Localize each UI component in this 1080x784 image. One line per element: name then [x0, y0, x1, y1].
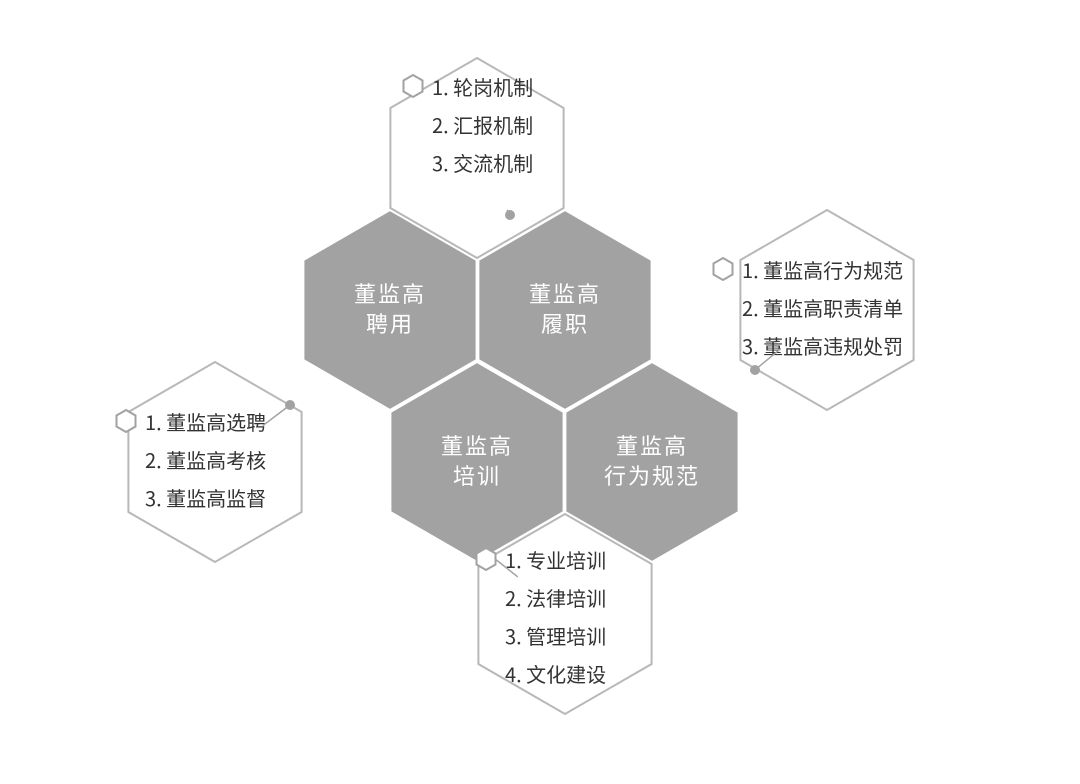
list-item: 2. 董监高考核 — [145, 445, 266, 474]
list-item: 3. 董监高违规处罚 — [742, 331, 903, 360]
list-right: 1. 董监高行为规范 2. 董监高职责清单 3. 董监高违规处罚 — [742, 255, 903, 360]
list-top: 1. 轮岗机制 2. 汇报机制 3. 交流机制 — [432, 72, 533, 177]
list-item: 3. 交流机制 — [432, 148, 533, 177]
list-item: 4. 文化建设 — [505, 659, 606, 688]
hex-label-line2: 行为规范 — [604, 459, 700, 491]
hex-label-line2: 履职 — [541, 307, 589, 339]
list-item: 1. 轮岗机制 — [432, 72, 533, 101]
hex-label-line2: 聘用 — [366, 307, 414, 339]
hex-label-line1: 董监高 — [441, 429, 513, 461]
hex-bullet-icon — [404, 75, 423, 97]
list-item: 1. 董监高行为规范 — [742, 255, 903, 284]
hex-bullet-icon — [714, 258, 733, 280]
connector-dot — [750, 365, 760, 375]
hexagon-diagram: 董监高聘用董监高履职董监高培训董监高行为规范1. 轮岗机制2. 汇报机制3. 交… — [0, 0, 1080, 784]
connector-dot — [285, 400, 295, 410]
list-item: 3. 管理培训 — [505, 621, 606, 650]
list-item: 2. 董监高职责清单 — [742, 293, 903, 322]
hex-label-line1: 董监高 — [616, 429, 688, 461]
hex-label-line2: 培训 — [453, 459, 501, 491]
list-item: 3. 董监高监督 — [145, 483, 266, 512]
list-item: 1. 董监高选聘 — [145, 407, 266, 436]
connector-dot — [505, 210, 515, 220]
hex-label-line1: 董监高 — [529, 277, 601, 309]
list-item: 2. 法律培训 — [505, 583, 606, 612]
hex-label-line1: 董监高 — [354, 277, 426, 309]
list-item: 1. 专业培训 — [505, 545, 606, 574]
hex-bullet-icon — [117, 410, 136, 432]
hex-bullet-icon — [477, 548, 496, 570]
list-left: 1. 董监高选聘 2. 董监高考核 3. 董监高监督 — [145, 407, 266, 512]
list-item: 2. 汇报机制 — [432, 110, 533, 139]
